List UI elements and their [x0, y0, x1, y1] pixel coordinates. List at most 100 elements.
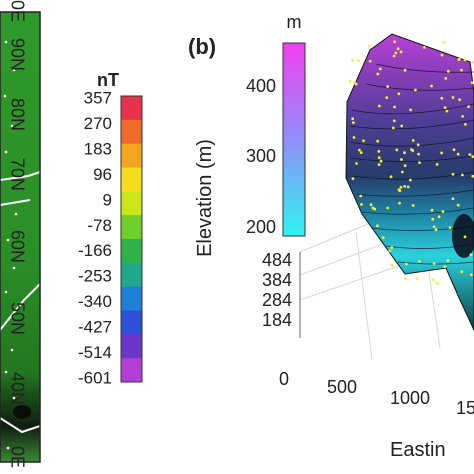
- magnetic-colorbar-tick: -427: [78, 318, 112, 337]
- survey-point: [386, 85, 390, 88]
- survey-point: [405, 262, 408, 266]
- terrain-surface: [345, 33, 474, 331]
- survey-point: [468, 153, 472, 157]
- survey-point: [464, 123, 467, 126]
- easting-axis-label: Eastin: [390, 439, 446, 461]
- survey-point: [448, 226, 452, 230]
- survey-point: [404, 277, 407, 281]
- survey-point: [368, 59, 372, 63]
- survey-point: [440, 53, 444, 57]
- lat-label-90n: 90N: [7, 38, 27, 71]
- survey-point: [471, 61, 474, 64]
- survey-point: [452, 148, 456, 152]
- survey-point: [399, 186, 403, 189]
- survey-point: [393, 40, 396, 44]
- survey-point: [434, 228, 438, 232]
- survey-point: [352, 121, 355, 124]
- survey-point: [430, 84, 433, 88]
- survey-point: [400, 170, 404, 174]
- survey-point: [399, 50, 403, 54]
- survey-point: [355, 162, 358, 165]
- survey-point: [378, 67, 382, 71]
- survey-point: [470, 81, 474, 84]
- survey-point: [395, 148, 399, 152]
- survey-point: [379, 159, 383, 163]
- survey-point: [396, 47, 400, 51]
- survey-point: [443, 265, 447, 268]
- survey-point: [388, 249, 392, 253]
- survey-point: [377, 163, 381, 167]
- map-dark-anomaly: [13, 405, 31, 419]
- survey-point: [348, 79, 352, 83]
- survey-point: [442, 40, 446, 44]
- elevation-colorbar-tick-400: 400: [246, 76, 276, 96]
- magnetic-colorbar-block: [121, 262, 142, 288]
- survey-points: [348, 40, 474, 285]
- lat-label-70n: 70N: [7, 158, 27, 191]
- survey-point: [358, 148, 361, 152]
- survey-point: [456, 203, 460, 207]
- elevation-axis-tick-284: 284: [262, 290, 292, 310]
- survey-point: [362, 139, 365, 143]
- survey-point: [352, 136, 356, 139]
- magnetic-colorbar-block: [121, 239, 142, 264]
- survey-point: [351, 117, 355, 121]
- survey-point: [359, 194, 363, 198]
- survey-point: [406, 185, 410, 189]
- survey-point: [400, 158, 403, 161]
- survey-point: [451, 172, 455, 176]
- survey-point: [403, 151, 406, 155]
- survey-point: [451, 96, 455, 99]
- magnetic-colorbar-block: [121, 310, 142, 335]
- magnetic-colorbar-block: [121, 167, 142, 192]
- map-strip: [0, 11, 41, 463]
- survey-point: [392, 54, 396, 58]
- survey-point: [392, 119, 396, 123]
- elevation-colorbar-tick-200: 200: [246, 217, 276, 237]
- survey-point: [460, 68, 463, 72]
- survey-point: [463, 58, 467, 62]
- survey-point: [418, 260, 421, 263]
- magnetic-colorbar-block: [121, 334, 142, 359]
- elevation-axis-label: Elevation (m): [194, 139, 216, 257]
- survey-point: [414, 88, 417, 92]
- survey-point: [432, 262, 436, 265]
- survey-point: [416, 143, 420, 147]
- elevation-axis-tick-184: 184: [262, 310, 292, 330]
- terrain-contours: [349, 63, 474, 265]
- survey-point: [390, 263, 394, 267]
- survey-point: [398, 201, 401, 205]
- survey-point: [469, 253, 473, 256]
- survey-point: [373, 207, 377, 211]
- magnetic-colorbar-block: [121, 215, 142, 240]
- magnetic-colorbar-tick: 270: [84, 114, 112, 133]
- survey-point: [441, 210, 445, 213]
- magnetic-colorbar-block: [121, 286, 142, 311]
- elevation-colorbar: [282, 42, 306, 237]
- survey-point: [445, 109, 449, 113]
- magnetic-colorbar-block: [121, 191, 142, 216]
- magnetic-colorbar-border: [120, 95, 143, 383]
- terrain-dark-lobe: [452, 214, 474, 258]
- survey-point: [431, 278, 435, 282]
- magnetic-colorbar-block: [121, 96, 142, 121]
- survey-point: [435, 163, 439, 166]
- map-edge-top-label: 0E: [7, 0, 27, 22]
- survey-point: [440, 96, 444, 100]
- survey-point: [377, 156, 381, 160]
- survey-point: [458, 98, 461, 102]
- survey-point: [440, 151, 443, 155]
- survey-point: [397, 92, 401, 96]
- survey-point: [376, 139, 380, 143]
- magnetic-colorbar-block: [121, 143, 142, 168]
- survey-point: [430, 208, 434, 212]
- survey-point: [378, 104, 381, 108]
- magnetic-colorbar-tick: 96: [93, 165, 112, 184]
- survey-point: [392, 126, 395, 130]
- magnetic-colorbar-tick: 9: [103, 190, 112, 209]
- survey-point: [353, 80, 356, 84]
- easting-axis-tick-0: 0: [279, 369, 289, 389]
- survey-point: [447, 69, 450, 73]
- survey-point: [354, 82, 358, 86]
- survey-point: [400, 124, 404, 128]
